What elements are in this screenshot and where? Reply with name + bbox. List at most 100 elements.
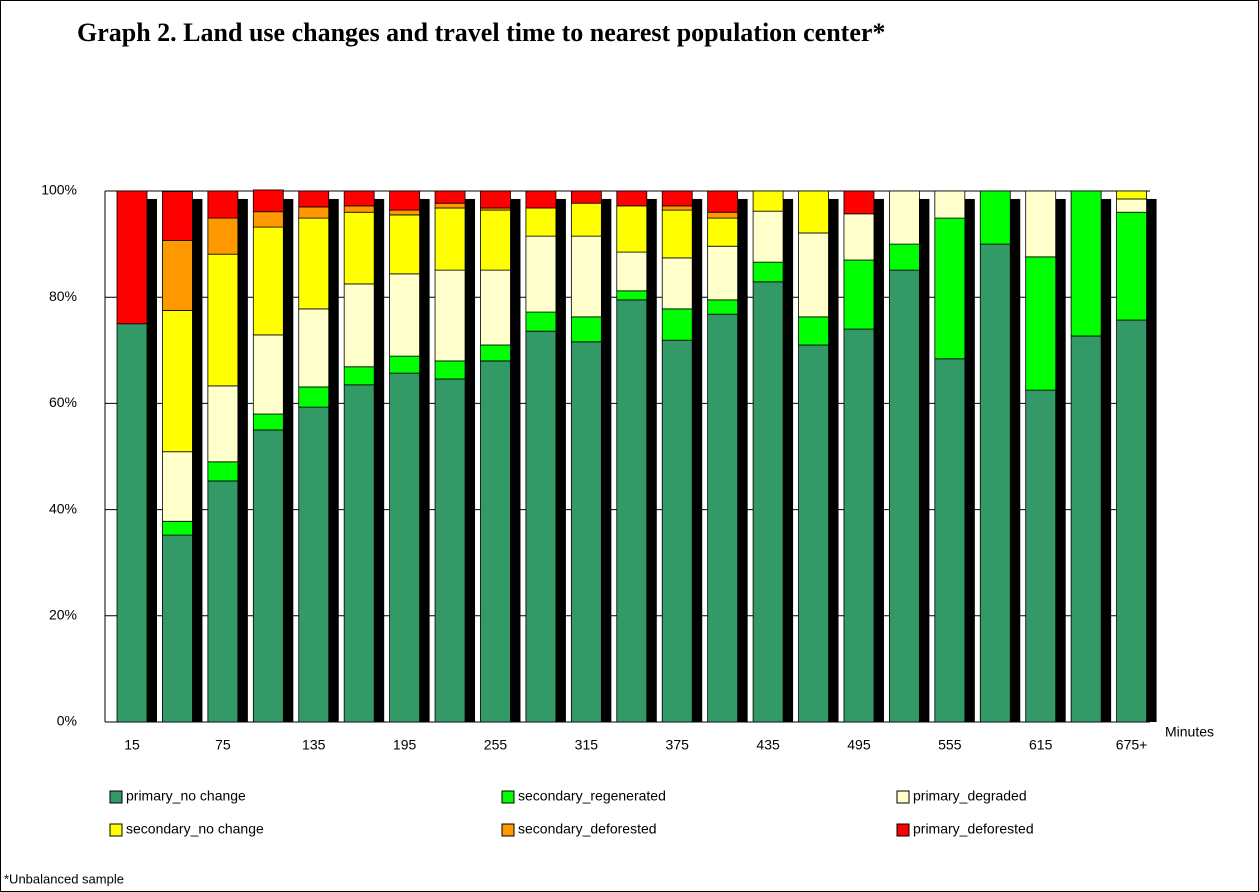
legend-swatch bbox=[109, 823, 123, 837]
legend-label: primary_no change bbox=[126, 788, 246, 804]
x-tick-label: 675+ bbox=[1116, 737, 1148, 753]
bar-segment bbox=[298, 308, 330, 388]
bar-segment bbox=[252, 429, 284, 723]
bar-segment bbox=[979, 190, 1011, 245]
bar-segment bbox=[434, 360, 466, 380]
bar-segment bbox=[389, 355, 421, 374]
bar-segment bbox=[252, 226, 284, 336]
bar-segment bbox=[1070, 190, 1102, 337]
bar-segment bbox=[661, 257, 693, 310]
bar-segment bbox=[798, 316, 829, 346]
bar-segment bbox=[207, 253, 239, 387]
bar-segment bbox=[570, 190, 602, 204]
bar-depth bbox=[555, 198, 566, 723]
bar-segment bbox=[843, 259, 875, 330]
bar-segment bbox=[1025, 256, 1057, 391]
bar-segment bbox=[343, 190, 375, 207]
bar-depth bbox=[737, 198, 748, 723]
bar-segment bbox=[434, 202, 466, 209]
bar-segment bbox=[298, 190, 330, 208]
bar-segment bbox=[207, 385, 239, 463]
bar-segment bbox=[298, 217, 330, 310]
bar-segment bbox=[298, 406, 330, 723]
bar-segment bbox=[389, 214, 421, 275]
bar-segment bbox=[707, 245, 739, 301]
x-tick-label: 135 bbox=[302, 737, 326, 753]
x-tick-label: 315 bbox=[575, 737, 599, 753]
bar-segment bbox=[661, 205, 693, 211]
bar-depth bbox=[692, 198, 703, 723]
x-tick-label: 375 bbox=[666, 737, 690, 753]
bar-segment bbox=[661, 190, 693, 207]
legend-swatch bbox=[896, 823, 910, 837]
bar-depth bbox=[1010, 198, 1021, 723]
bar-segment bbox=[207, 480, 239, 723]
x-tick-label: 555 bbox=[938, 737, 962, 753]
y-tick-label: 100% bbox=[41, 182, 77, 198]
bar-segment bbox=[343, 205, 375, 213]
bar-depth bbox=[919, 198, 930, 723]
bar-segment bbox=[616, 290, 648, 301]
bar-depth bbox=[1055, 198, 1066, 723]
bar-segment bbox=[525, 330, 557, 723]
bar-segment bbox=[389, 190, 421, 211]
legend-swatch bbox=[501, 823, 515, 837]
bar-segment bbox=[752, 261, 784, 283]
bar-segment bbox=[1116, 198, 1147, 213]
legend-swatch bbox=[501, 790, 515, 804]
bar-segment bbox=[843, 190, 875, 215]
bar-segment bbox=[934, 190, 966, 219]
legend-label: secondary_deforested bbox=[518, 821, 657, 837]
bar-segment bbox=[434, 269, 466, 362]
bar-depth bbox=[783, 198, 794, 723]
y-tick-label: 80% bbox=[49, 288, 77, 304]
bar-segment bbox=[480, 190, 511, 209]
bar-segment bbox=[343, 384, 375, 723]
bar-segment bbox=[162, 451, 193, 522]
bar-segment bbox=[707, 299, 739, 315]
bar-segment bbox=[207, 461, 239, 482]
bar-segment bbox=[298, 206, 330, 219]
bar-segment bbox=[752, 210, 784, 263]
bar-segment bbox=[888, 269, 920, 723]
bar-depth bbox=[828, 198, 839, 723]
bar-segment bbox=[570, 202, 602, 237]
bar-segment bbox=[525, 311, 557, 332]
bar-depth bbox=[1146, 198, 1157, 723]
bar-segment bbox=[661, 209, 693, 259]
bar-segment bbox=[570, 341, 602, 723]
bar-segment bbox=[434, 190, 466, 204]
legend-label: primary_degraded bbox=[913, 788, 1027, 804]
x-tick-label: 15 bbox=[124, 737, 140, 753]
bar-segment bbox=[616, 205, 648, 253]
x-tick-label: 255 bbox=[484, 737, 508, 753]
bar-segment bbox=[434, 378, 466, 723]
bar-segment bbox=[843, 328, 875, 723]
bar-segment bbox=[843, 213, 875, 261]
bar-depth bbox=[646, 198, 657, 723]
footnote: *Unbalanced sample bbox=[4, 871, 124, 886]
bar-segment bbox=[298, 386, 330, 408]
bar-depth bbox=[192, 198, 203, 723]
bar-segment bbox=[343, 283, 375, 368]
bar-depth bbox=[964, 198, 975, 723]
bar-segment bbox=[116, 190, 148, 325]
bar-depth bbox=[465, 198, 476, 723]
bar-depth bbox=[601, 198, 612, 723]
bar-segment bbox=[752, 281, 784, 723]
bar-segment bbox=[434, 207, 466, 271]
bar-segment bbox=[207, 190, 239, 219]
bar-segment bbox=[979, 243, 1011, 723]
bar-segment bbox=[343, 366, 375, 386]
bar-segment bbox=[616, 251, 648, 292]
bar-segment bbox=[162, 534, 193, 723]
bar-segment bbox=[1116, 211, 1147, 321]
bar-segment bbox=[570, 235, 602, 318]
bar-segment bbox=[661, 308, 693, 341]
bar-segment bbox=[707, 190, 739, 213]
bar-segment bbox=[389, 372, 421, 723]
legend-label: secondary_no change bbox=[126, 821, 264, 837]
bar-segment bbox=[162, 191, 193, 241]
bar-segment bbox=[162, 310, 193, 453]
